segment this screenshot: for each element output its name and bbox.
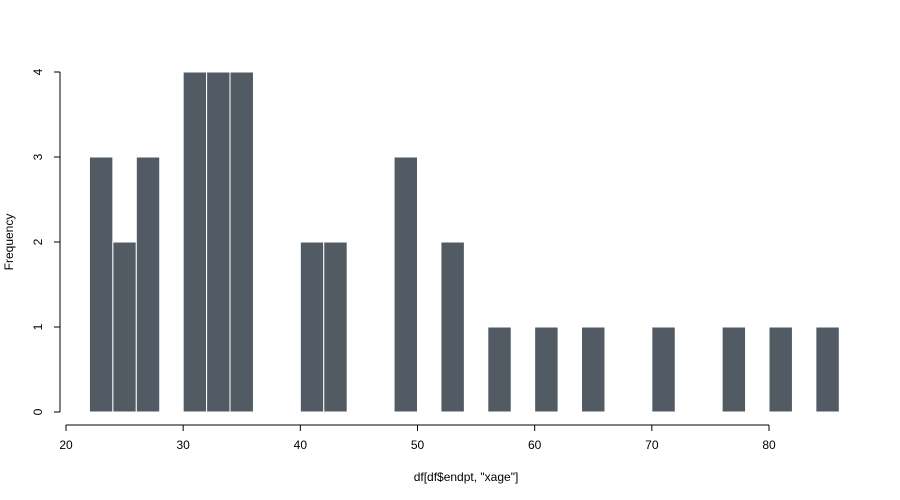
x-tick-label: 50 [411,438,425,452]
x-tick-label: 80 [762,438,776,452]
bar [229,71,254,413]
x-tick-label: 20 [59,438,73,452]
x-tick-label: 30 [176,438,190,452]
bar [487,326,512,413]
y-tick-label: 3 [31,153,45,160]
bar [182,71,208,413]
bar [88,156,114,413]
x-axis-label: df[df$endpt, "xage"] [414,470,519,484]
bar [768,326,793,413]
bar [534,326,559,413]
y-tick-label: 0 [31,408,45,415]
bar [721,326,747,413]
bar [112,241,137,413]
x-tick-label: 40 [294,438,308,452]
x-tick-label: 70 [645,438,659,452]
y-axis-label: Frequency [2,214,16,271]
bar [393,156,419,413]
bar [299,241,325,413]
bar [581,326,606,413]
y-tick-label: 4 [31,68,45,75]
y-tick-label: 1 [31,323,45,330]
bar [323,241,348,413]
bar [206,71,231,413]
bar [815,326,840,413]
x-tick-label: 60 [528,438,542,452]
bar [651,326,676,413]
bar [135,156,161,413]
y-tick-label: 2 [31,238,45,245]
bar [440,241,465,413]
